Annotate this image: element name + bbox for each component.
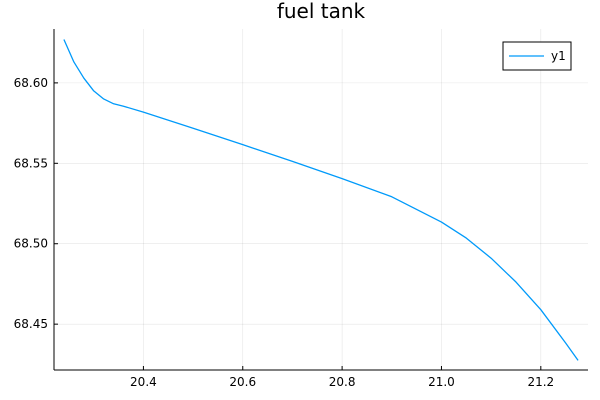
y-tick-label: 68.55: [14, 156, 48, 170]
grid-lines: [54, 29, 588, 370]
chart-title: fuel tank: [277, 0, 366, 23]
x-tick-label: 20.8: [329, 375, 356, 389]
y-axis-ticks: 68.45 68.50 68.55 68.60: [14, 76, 58, 331]
x-axis-ticks: 20.4 20.6 20.8 21.0 21.2: [130, 366, 554, 389]
legend-label-y1: y1: [551, 49, 566, 63]
x-tick-label: 20.4: [130, 375, 157, 389]
x-tick-label: 20.6: [229, 375, 256, 389]
y-tick-label: 68.45: [14, 317, 48, 331]
y-tick-label: 68.60: [14, 76, 48, 90]
series-group: [63, 39, 579, 361]
y-tick-label: 68.50: [14, 237, 48, 251]
x-tick-label: 21.0: [428, 375, 455, 389]
x-tick-label: 21.2: [527, 375, 554, 389]
series-line-y1: [63, 39, 579, 361]
legend: y1: [502, 41, 572, 71]
